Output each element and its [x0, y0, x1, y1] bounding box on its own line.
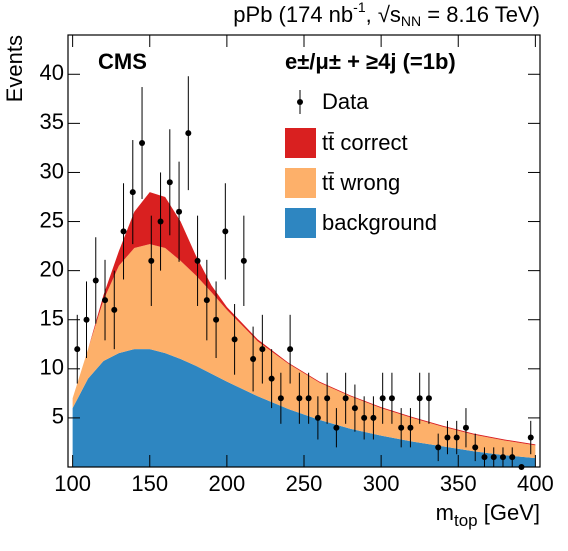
legend-label: tt̄ wrong [322, 170, 400, 195]
data-point [268, 375, 275, 382]
stacked-area [72, 192, 536, 446]
x-tick-label: 300 [363, 471, 400, 496]
data-point [250, 356, 257, 362]
data-point [361, 414, 368, 421]
data-point [435, 444, 442, 451]
title-sub: NN [401, 13, 421, 29]
legend-marker [297, 99, 303, 105]
data-point [111, 306, 118, 313]
data-point [453, 434, 460, 441]
data-point [120, 228, 127, 235]
data-point [92, 277, 99, 284]
data-point [333, 424, 340, 431]
y-tick-label: 20 [40, 256, 64, 281]
legend-label: Data [322, 89, 369, 114]
x-axis-label: mtop [GeV] [436, 500, 540, 531]
data-point [444, 434, 451, 441]
data-point [416, 395, 423, 402]
data-point [388, 395, 395, 402]
y-tick-label: 30 [40, 158, 64, 183]
y-tick-label: 35 [40, 109, 64, 134]
data-point [490, 454, 497, 461]
data-point [379, 395, 386, 402]
legend-swatch [285, 128, 316, 158]
x-tick-label: 200 [209, 471, 246, 496]
data-point [398, 424, 405, 431]
data-point [83, 316, 90, 323]
channel-label: e±/μ± + ≥4j (=1b) [285, 49, 456, 74]
data-point [351, 405, 358, 412]
data-point [527, 434, 534, 441]
data-point [509, 454, 516, 461]
y-axis-label: Events [2, 35, 27, 102]
chart-title: pPb (174 nb-1, √sNN = 8.16 TeV) [233, 0, 540, 29]
data-point [74, 346, 81, 353]
title-text: = 8.16 TeV) [421, 2, 540, 27]
data-point [277, 395, 284, 402]
y-tick-label: 40 [40, 60, 64, 85]
data-point [499, 454, 506, 461]
x-tick-label: 150 [131, 471, 168, 496]
data-point [425, 395, 432, 402]
data-point [185, 130, 192, 137]
legend-label: tt̄ correct [322, 130, 408, 155]
data-point [222, 228, 229, 235]
data-point [166, 179, 173, 186]
data-point [157, 218, 164, 225]
data-point [259, 346, 266, 353]
data-point [231, 336, 238, 343]
data-point [407, 424, 414, 431]
data-point [287, 346, 294, 353]
data-point [481, 454, 488, 461]
stacked-area [72, 349, 536, 467]
legend-label: background [322, 210, 437, 235]
data-point [129, 189, 136, 196]
data-point [102, 297, 109, 304]
data-point [342, 395, 349, 402]
x-label-text: [GeV] [478, 500, 540, 525]
title-text: , √s [366, 2, 401, 27]
title-text: pPb (174 nb [233, 2, 353, 27]
data-point [305, 395, 312, 402]
y-tick-label: 25 [40, 207, 64, 232]
x-tick-label: 400 [517, 471, 554, 496]
data-point [314, 414, 321, 421]
data-point [139, 140, 146, 146]
x-label-sub: top [454, 511, 478, 530]
data-point [194, 257, 201, 264]
y-tick-label: 15 [40, 306, 64, 331]
legend-swatch [285, 208, 316, 238]
y-tick-label: 5 [52, 404, 64, 429]
x-tick-label: 350 [440, 471, 477, 496]
data-point [472, 444, 479, 451]
y-tick-label: 10 [40, 355, 64, 380]
x-tick-label: 100 [54, 471, 91, 496]
x-tick-label: 250 [286, 471, 323, 496]
data-point [213, 316, 220, 323]
data-point [240, 257, 247, 264]
data-point [370, 414, 377, 421]
title-sup: -1 [353, 0, 366, 15]
data-point [203, 297, 210, 304]
stacked-area [72, 244, 536, 459]
data-point [148, 257, 155, 264]
data-point [176, 208, 183, 215]
brand: CMS [98, 49, 147, 74]
data-point [324, 395, 331, 402]
legend-swatch [285, 168, 316, 198]
data-point [462, 424, 469, 431]
x-label-text: m [436, 500, 454, 525]
data-point [296, 395, 303, 402]
